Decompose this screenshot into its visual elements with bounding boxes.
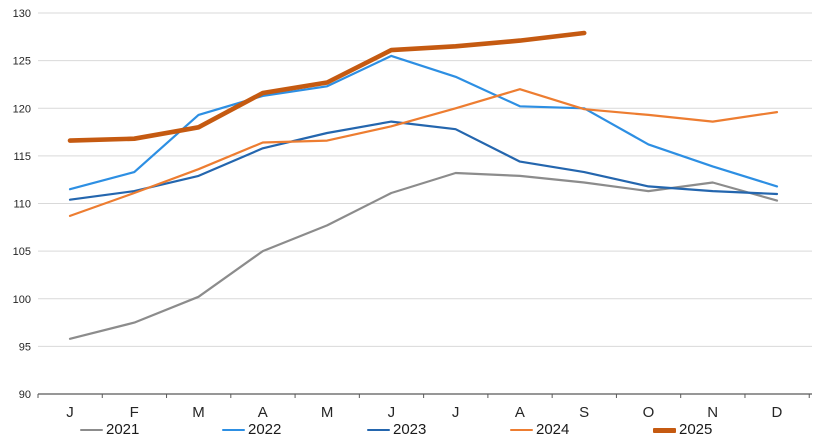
y-tick-label: 110 — [13, 199, 31, 211]
series-line-2021 — [68, 171, 779, 340]
legend-label-2025: 2025 — [679, 421, 713, 438]
legend-item-2021: 2021 — [80, 419, 139, 441]
legend-swatch-2024 — [510, 428, 533, 432]
x-tick-label: J — [388, 404, 396, 421]
legend-item-2023: 2023 — [367, 419, 426, 441]
x-tick-label: S — [579, 404, 589, 421]
x-tick-label: D — [772, 404, 783, 421]
series-line-2022 — [68, 54, 779, 191]
x-tick-label: A — [515, 404, 525, 421]
legend-label-2024: 2024 — [536, 421, 570, 438]
x-tick-label: M — [321, 404, 334, 421]
legend-item-2024: 2024 — [510, 419, 569, 441]
y-tick-label: 120 — [13, 103, 31, 115]
y-tick-label: 125 — [13, 56, 31, 68]
legend-swatch-2025 — [653, 427, 676, 433]
x-tick-label: J — [452, 404, 460, 421]
y-tick-label: 95 — [19, 341, 31, 353]
y-tick-label: 100 — [13, 294, 31, 306]
legend-item-2022: 2022 — [222, 419, 281, 441]
y-tick-label: 90 — [19, 389, 31, 401]
x-tick-label: F — [130, 404, 139, 421]
legend-label-2021: 2021 — [106, 421, 140, 438]
y-tick-label: 130 — [13, 8, 31, 20]
legend-label-2023: 2023 — [393, 421, 427, 438]
legend-swatch-2021 — [80, 428, 103, 432]
x-tick-label: A — [258, 404, 268, 421]
x-tick-label: M — [192, 404, 205, 421]
y-tick-label: 115 — [13, 151, 31, 163]
series-line-2025 — [67, 30, 587, 143]
legend-swatch-2022 — [222, 428, 245, 432]
x-tick-label: J — [66, 404, 74, 421]
legend-label-2022: 2022 — [248, 421, 282, 438]
y-tick-label: 105 — [13, 246, 31, 258]
gridlines — [38, 12, 812, 347]
legend-item-2025: 2025 — [653, 419, 712, 441]
x-tick-label: N — [707, 404, 718, 421]
legend-swatch-2023 — [367, 428, 390, 432]
x-tick-label: O — [643, 404, 655, 421]
series-line-2024 — [68, 88, 779, 217]
chart-legend: 2021 2022 2023 2024 2025 — [0, 419, 820, 444]
series-line-2023 — [68, 120, 779, 201]
